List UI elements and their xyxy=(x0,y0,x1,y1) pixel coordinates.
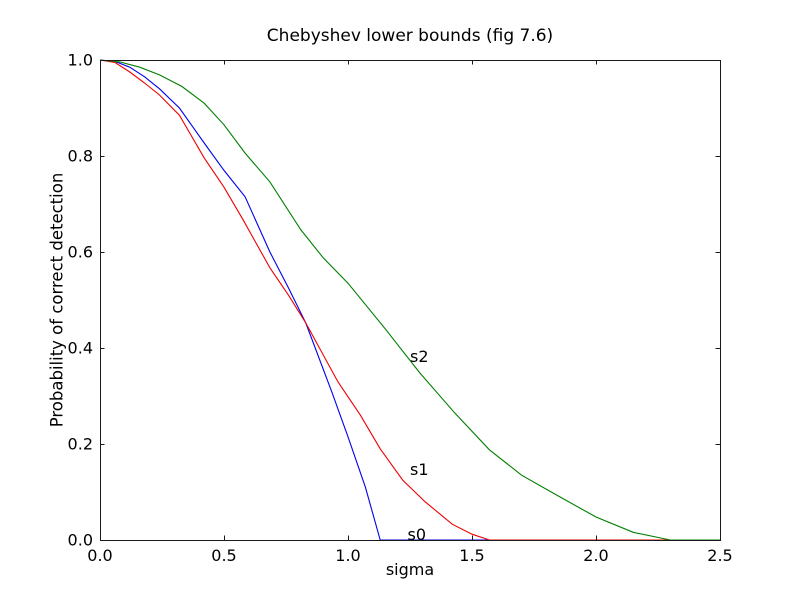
x-tick-label-2.0: 2.0 xyxy=(583,546,609,565)
y-axis-label-text: Probability of correct detection xyxy=(47,172,67,428)
y-tick-label-0.4: 0.4 xyxy=(67,338,93,358)
y-tick-label-0.2: 0.2 xyxy=(67,434,93,454)
axes-frame xyxy=(99,59,722,542)
plot-frame xyxy=(99,59,722,542)
curve-s0 xyxy=(99,59,720,541)
x-tick-label-1.5: 1.5 xyxy=(459,546,485,565)
y-tick-label-1.0: 1.0 xyxy=(67,50,93,70)
annotation-s2: s2 xyxy=(410,347,429,367)
annotation-s0: s0 xyxy=(407,525,427,545)
x-tick-label-0.5: 0.5 xyxy=(211,546,237,565)
annotation-s1: s1 xyxy=(410,459,429,479)
chart-title: Chebyshev lower bounds (fig 7.6) xyxy=(266,26,554,46)
y-tick-label-0.0: 0.0 xyxy=(67,530,93,550)
axis-ticks xyxy=(99,59,722,542)
x-tick-label-2.5: 2.5 xyxy=(707,546,733,565)
curve-s1 xyxy=(99,59,720,541)
y-tick-label-0.8: 0.8 xyxy=(67,146,93,166)
y-tick-label-0.6: 0.6 xyxy=(67,242,93,262)
curves-layer xyxy=(99,59,720,541)
x-tick-label-1.0: 1.0 xyxy=(335,546,361,565)
x-axis-label: sigma xyxy=(385,560,435,579)
x-tick-label-0.0: 0.0 xyxy=(87,546,113,565)
curve-s2 xyxy=(99,59,720,541)
